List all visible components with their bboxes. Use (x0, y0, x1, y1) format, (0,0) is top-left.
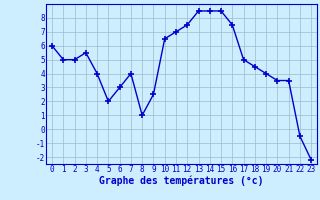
X-axis label: Graphe des températures (°c): Graphe des températures (°c) (99, 176, 264, 186)
